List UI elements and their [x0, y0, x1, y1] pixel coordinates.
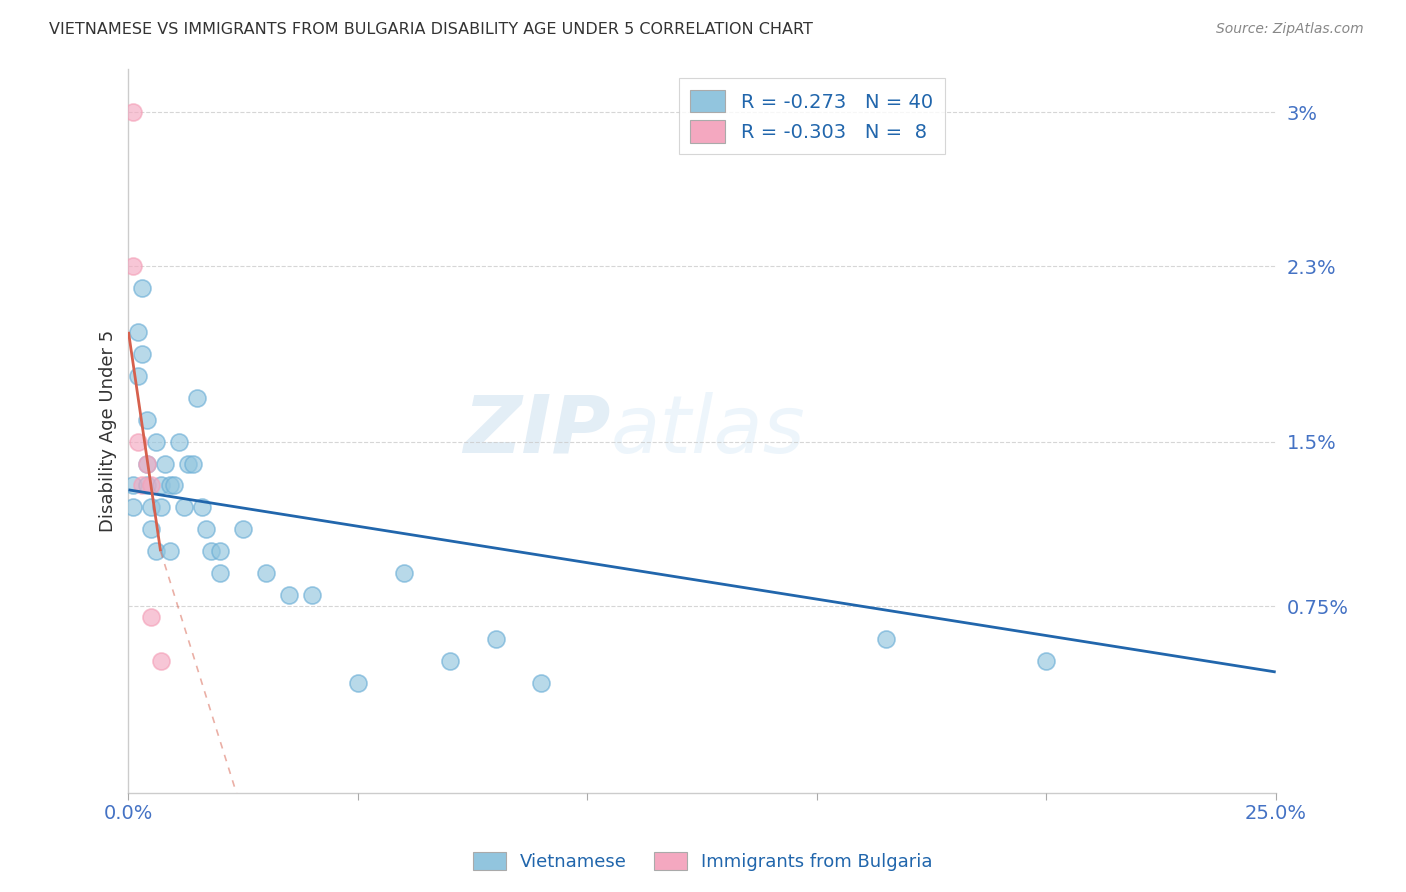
- Point: [163, 478, 186, 492]
- Point: [1035, 654, 1057, 668]
- Point: [135, 412, 157, 426]
- Text: ZIP: ZIP: [463, 392, 610, 469]
- Point: [141, 500, 163, 515]
- Point: [135, 457, 157, 471]
- Text: Source: ZipAtlas.com: Source: ZipAtlas.com: [1216, 22, 1364, 37]
- Point: [301, 588, 323, 602]
- Point: [177, 457, 200, 471]
- Point: [254, 566, 277, 581]
- Point: [131, 347, 153, 361]
- Point: [145, 434, 167, 449]
- Point: [209, 544, 232, 558]
- Point: [127, 368, 149, 383]
- Point: [200, 544, 222, 558]
- Point: [181, 457, 204, 471]
- Point: [232, 522, 254, 536]
- Point: [159, 478, 181, 492]
- Point: [392, 566, 415, 581]
- Point: [186, 391, 208, 405]
- Legend: Vietnamese, Immigrants from Bulgaria: Vietnamese, Immigrants from Bulgaria: [467, 845, 939, 879]
- Point: [875, 632, 897, 646]
- Point: [141, 522, 163, 536]
- Point: [122, 105, 145, 120]
- Point: [195, 522, 218, 536]
- Text: VIETNAMESE VS IMMIGRANTS FROM BULGARIA DISABILITY AGE UNDER 5 CORRELATION CHART: VIETNAMESE VS IMMIGRANTS FROM BULGARIA D…: [49, 22, 813, 37]
- Point: [149, 654, 172, 668]
- Legend: R = -0.273   N = 40, R = -0.303   N =  8: R = -0.273 N = 40, R = -0.303 N = 8: [679, 78, 945, 154]
- Point: [278, 588, 301, 602]
- Point: [145, 544, 167, 558]
- Point: [135, 457, 157, 471]
- Point: [135, 478, 157, 492]
- Point: [122, 500, 145, 515]
- Point: [141, 478, 163, 492]
- Point: [131, 281, 153, 295]
- Point: [153, 457, 176, 471]
- Point: [149, 500, 172, 515]
- Point: [122, 478, 145, 492]
- Point: [127, 325, 149, 339]
- Point: [191, 500, 214, 515]
- Text: atlas: atlas: [610, 392, 806, 469]
- Point: [159, 544, 181, 558]
- Point: [484, 632, 506, 646]
- Point: [127, 434, 149, 449]
- Point: [530, 676, 553, 690]
- Point: [209, 566, 232, 581]
- Point: [141, 610, 163, 624]
- Point: [439, 654, 461, 668]
- Point: [347, 676, 370, 690]
- Point: [149, 478, 172, 492]
- Point: [122, 259, 145, 273]
- Point: [131, 478, 153, 492]
- Point: [167, 434, 190, 449]
- Y-axis label: Disability Age Under 5: Disability Age Under 5: [100, 329, 117, 532]
- Point: [173, 500, 195, 515]
